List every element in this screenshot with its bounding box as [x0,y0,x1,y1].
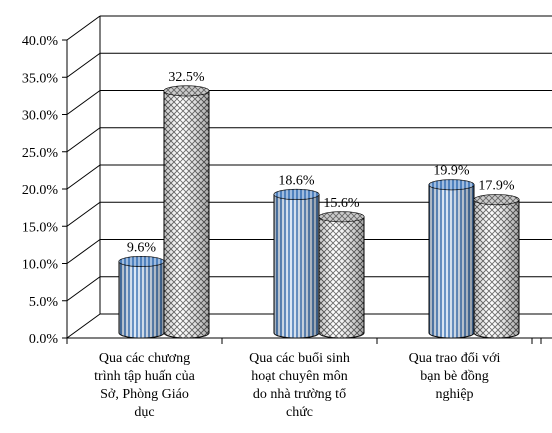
bar-top-pattern [119,256,164,267]
bar-shading [319,216,364,338]
bar-shading [119,261,164,338]
gridline-diagonal [66,164,101,190]
data-label: 32.5% [168,70,205,85]
x-category-label-line: bạn bè đồng [420,369,488,384]
bar-shading [474,199,519,338]
gridline-diagonal [66,52,101,78]
x-category-label-line: Qua trao đổi với [409,351,501,366]
y-tick-label: 0.0% [29,332,59,347]
x-category-label-line: Qua các chương [99,351,190,366]
bar-shading [164,90,209,338]
gridline-diagonal [66,239,101,264]
bar [318,211,365,339]
x-category-label: Qua các buổi sinh hoạt chuyên môn do nhà t… [249,351,350,420]
bar-shading [274,194,319,338]
x-category-label: Qua trao đổi với bạn bè đồng nghiệp [409,351,501,402]
gridline-diagonal [66,201,101,227]
x-category-label-line: Qua các buổi sinh [249,351,350,366]
y-tick-label: 5.0% [29,295,59,310]
bar [273,188,320,339]
data-label: 9.6% [127,240,157,255]
y-tick-label: 30.0% [22,109,59,124]
x-category-label-line: do nhà trường tổ [253,387,346,402]
y-tick-label: 15.0% [22,220,59,235]
bar-top-pattern [319,211,364,222]
bar [163,85,210,339]
x-category-label-line: dục [134,405,154,420]
gridline-diagonal [66,313,101,339]
bar [473,194,520,339]
bar-top-pattern [474,194,519,205]
bar [118,255,165,339]
x-category-label-line: trình tập huấn của [94,369,195,384]
x-category-label-line: chức [286,405,313,420]
gridline-diagonal [66,127,101,153]
x-category-label: Qua các chương trình tập huấn của Sở, Phòn… [94,351,195,420]
y-tick-label: 20.0% [22,183,59,198]
data-label: 18.6% [278,173,315,188]
x-category-label-line: Sở, Phòng Giáo [100,387,189,402]
data-label: 15.6% [323,196,360,211]
y-tick-label: 10.0% [22,258,59,273]
bar-top-pattern [429,179,474,190]
gridline-diagonal [66,276,101,302]
bar-shading [429,184,474,338]
gridline-diagonal [66,15,101,41]
y-tick-label: 35.0% [22,71,59,86]
bar-top-pattern [274,189,319,200]
x-category-label-line: hoạt chuyên môn [251,369,347,384]
gridline-diagonal [66,90,101,115]
bar-top-pattern [164,85,209,96]
data-label: 19.9% [433,164,470,179]
bar [428,179,475,339]
data-label: 17.9% [478,179,515,194]
y-tick-label: 25.0% [22,146,59,161]
y-tick-label: 40.0% [22,34,59,49]
x-category-label-line: nghiệp [435,387,473,402]
